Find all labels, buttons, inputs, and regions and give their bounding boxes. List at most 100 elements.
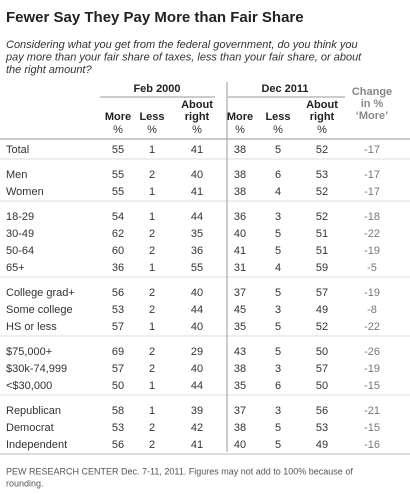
cell: 5 [275,144,281,156]
cell: 5 [275,346,281,358]
cell: 60 [112,245,124,257]
cell: 43 [234,346,246,358]
cell: 49 [316,439,328,451]
cell: 52 [316,186,328,198]
unit-label: % [235,124,245,136]
cell: 55 [112,169,124,181]
change-cell: -16 [364,439,380,451]
cell: 55 [112,144,124,156]
row-label: 50-64 [6,245,34,257]
cell: 5 [275,228,281,240]
cell: 62 [112,228,124,240]
row-label: Total [6,144,29,156]
cell: 1 [149,380,155,392]
row-label: College grad+ [6,287,75,299]
column-header: right [310,111,335,123]
cell: 6 [275,380,281,392]
row-label: Women [6,186,44,198]
cell: 54 [112,211,124,223]
change-cell: -22 [364,321,380,333]
period-header: Dec 2011 [261,83,308,95]
cell: 41 [191,439,203,451]
change-cell: -18 [364,211,380,223]
subtitle: Considering what you get from the federa… [6,39,358,51]
cell: 50 [316,380,328,392]
row-label: Some college [6,304,73,316]
cell: 1 [149,405,155,417]
change-cell: -19 [364,363,380,375]
row-label: 30-49 [6,228,34,240]
cell: 3 [275,211,281,223]
column-header: right [185,111,210,123]
cell: 52 [316,211,328,223]
cell: 52 [316,321,328,333]
cell: 2 [149,422,155,434]
cell: 4 [275,186,281,198]
cell: 51 [316,245,328,257]
subtitle: the right amount? [6,64,92,76]
change-header: Change [352,86,392,98]
cell: 40 [234,439,246,451]
change-header: ‘More’ [356,110,388,122]
change-cell: -19 [364,245,380,257]
row-label: Democrat [6,422,54,434]
cell: 35 [234,380,246,392]
cell: 53 [112,422,124,434]
row-label: $75,000+ [6,346,52,358]
column-header: More [227,111,253,123]
cell: 38 [234,169,246,181]
cell: 29 [191,346,203,358]
cell: 39 [191,405,203,417]
cell: 2 [149,363,155,375]
cell: 44 [191,211,203,223]
cell: 53 [112,304,124,316]
footer: PEW RESEARCH CENTER Dec. 7-11, 2011. Fig… [6,466,353,476]
cell: 44 [191,380,203,392]
unit-label: % [147,124,157,136]
cell: 40 [191,287,203,299]
cell: 35 [191,228,203,240]
cell: 37 [234,405,246,417]
cell: 37 [234,287,246,299]
change-header: in % [361,98,384,110]
change-cell: -17 [364,169,380,181]
cell: 57 [112,363,124,375]
cell: 58 [112,405,124,417]
cell: 50 [112,380,124,392]
row-label: Men [6,169,27,181]
change-cell: -21 [364,405,380,417]
cell: 59 [316,262,328,274]
footer: rounding. [6,478,44,488]
cell: 53 [316,422,328,434]
column-header: Less [265,111,290,123]
unit-label: % [273,124,283,136]
cell: 2 [149,245,155,257]
cell: 52 [316,144,328,156]
cell: 42 [191,422,203,434]
change-cell: -5 [367,262,377,274]
cell: 38 [234,144,246,156]
subtitle: pay more than your fair share of taxes, … [5,51,362,63]
cell: 40 [191,363,203,375]
period-header: Feb 2000 [133,83,180,95]
change-cell: -17 [364,144,380,156]
cell: 56 [112,287,124,299]
unit-label: % [192,124,202,136]
cell: 53 [316,169,328,181]
change-cell: -15 [364,380,380,392]
change-cell: -26 [364,346,380,358]
unit-label: % [317,124,327,136]
cell: 1 [149,211,155,223]
row-label: Independent [6,439,67,451]
cell: 3 [275,363,281,375]
cell: 45 [234,304,246,316]
row-label: $30k-74,999 [6,363,67,375]
cell: 38 [234,186,246,198]
cell: 5 [275,439,281,451]
column-header: About [306,99,338,111]
cell: 5 [275,422,281,434]
cell: 3 [275,405,281,417]
change-cell: -15 [364,422,380,434]
cell: 41 [191,186,203,198]
